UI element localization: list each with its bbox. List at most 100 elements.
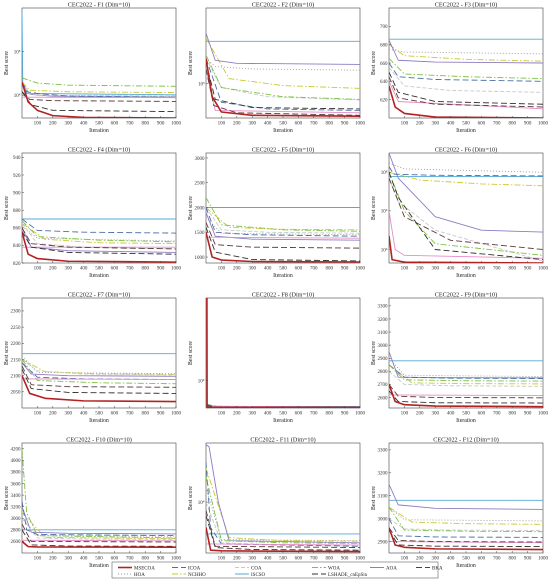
y-tick-label: 3800 [11, 471, 22, 476]
x-tick-label: 1000 [538, 122, 549, 127]
series-line-hoa [206, 58, 360, 71]
y-tick-label: 3300 [378, 305, 389, 310]
y-tick-label: 2600 [11, 540, 22, 545]
x-tick-label: 500 [462, 557, 470, 562]
series-line-msecoa [206, 527, 360, 553]
y-tick-label: 3200 [11, 505, 22, 510]
panel-title: CEC2022 - F5 (Dim=10) [252, 147, 314, 154]
y-tick-label: 3100 [378, 495, 389, 500]
x-tick-label: 1000 [355, 412, 366, 417]
x-tick-label: 600 [295, 412, 303, 417]
y-tick-label: 3300 [378, 449, 389, 454]
x-tick-label: 300 [64, 122, 72, 127]
x-tick-label: 500 [279, 412, 287, 417]
series-line-pink [22, 378, 176, 380]
x-tick-label: 300 [431, 122, 439, 127]
x-tick-label: 200 [416, 557, 424, 562]
legend-label: AOA [386, 566, 397, 571]
x-tick-label: 700 [493, 122, 501, 127]
x-axis-label: Iteration [456, 273, 476, 279]
series-line-coa [22, 359, 176, 376]
series-line-coa [389, 370, 543, 387]
x-tick-label: 800 [508, 122, 516, 127]
x-tick-label: 800 [508, 267, 516, 272]
y-tick-label: 2900 [378, 540, 389, 545]
series-line-msecoa [389, 235, 543, 263]
plot-frame [205, 442, 361, 554]
x-tick-label: 400 [447, 122, 455, 127]
x-axis-label: Iteration [89, 418, 109, 424]
y-tick-label: 840 [13, 244, 21, 249]
series-line-bka [22, 365, 176, 388]
x-tick-label: 1000 [355, 122, 366, 127]
x-tick-label: 300 [248, 267, 256, 272]
x-tick-label: 800 [508, 412, 516, 417]
x-tick-label: 800 [141, 557, 149, 562]
series-line-msecoa [22, 375, 176, 403]
y-axis-label: Best score [371, 341, 377, 365]
x-tick-label: 1000 [171, 412, 182, 417]
legend-label: WOA [328, 566, 340, 571]
x-tick-label: 800 [325, 267, 333, 272]
panel-4: CEC2022 - F4 (Dim=10) 100 200 300 400 500 600 7… [4, 147, 182, 280]
y-tick-label: 3000 [378, 517, 389, 522]
series-line-icoa [206, 207, 360, 237]
x-tick-label: 800 [325, 557, 333, 562]
x-tick-label: 900 [341, 267, 349, 272]
series-line-lshade [389, 390, 543, 404]
series-line-hoa [22, 355, 176, 375]
x-tick-label: 700 [493, 557, 501, 562]
x-tick-label: 900 [341, 122, 349, 127]
series-line-lshade [22, 529, 176, 547]
series-line-pink [389, 81, 543, 110]
series-line-woa [206, 197, 360, 232]
x-tick-label: 700 [126, 122, 134, 127]
x-tick-label: 100 [401, 412, 409, 417]
y-tick-label: 660 [380, 62, 388, 67]
x-tick-label: 100 [34, 122, 42, 127]
x-tick-label: 600 [295, 267, 303, 272]
y-tick-label: 2800 [378, 370, 389, 375]
y-axis-label: Best score [188, 51, 194, 75]
y-tick-label: 2600 [378, 396, 389, 401]
series-line-lshade [22, 368, 176, 394]
x-tick-label: 900 [524, 122, 532, 127]
series-line-nchho [389, 171, 543, 187]
x-tick-label: 100 [401, 267, 409, 272]
x-tick-label: 400 [264, 267, 272, 272]
legend-item-lshade: LSHADE_cnEpSin [312, 573, 368, 578]
x-tick-label: 100 [218, 412, 226, 417]
y-tick-label: 620 [380, 98, 388, 103]
x-tick-label: 800 [141, 412, 149, 417]
y-tick-label: 2200 [11, 342, 22, 347]
x-tick-label: 500 [95, 267, 103, 272]
series-line-bka [206, 222, 360, 249]
legend-item-msecoa: MSECOA [118, 566, 155, 571]
series-line-woa [22, 77, 176, 87]
panel-title: CEC2022 - F11 (Dim=10) [250, 437, 315, 444]
x-tick-label: 600 [111, 267, 119, 272]
series-line-icoa [22, 218, 176, 234]
x-tick-label: 400 [264, 412, 272, 417]
series-line-hoa [389, 48, 543, 55]
series-line-lshade [389, 529, 543, 548]
y-tick-label: 10⁴ [381, 247, 388, 253]
x-tick-label: 500 [279, 122, 287, 127]
x-tick-label: 600 [111, 412, 119, 417]
series-group [389, 153, 543, 263]
series-line-aoa [206, 33, 360, 65]
y-axis-label: Best score [4, 51, 10, 75]
panel-title: CEC2022 - F12 (Dim=10) [433, 437, 499, 444]
series-line-lshade [389, 172, 543, 261]
series-line-msecoa [206, 232, 360, 263]
x-tick-label: 900 [157, 412, 165, 417]
legend-item-icoa: ICOA [172, 566, 201, 571]
series-line-coa [22, 81, 176, 97]
y-tick-label: 4000 [11, 459, 22, 464]
series-line-aoa [206, 444, 360, 544]
series-line-woa [389, 172, 543, 256]
x-tick-label: 600 [111, 557, 119, 562]
x-axis-label: Iteration [456, 563, 476, 569]
panel-9: CEC2022 - F9 (Dim=10) 100 200 300 400 500 600 7… [371, 292, 549, 425]
series-line-woa [206, 476, 360, 544]
